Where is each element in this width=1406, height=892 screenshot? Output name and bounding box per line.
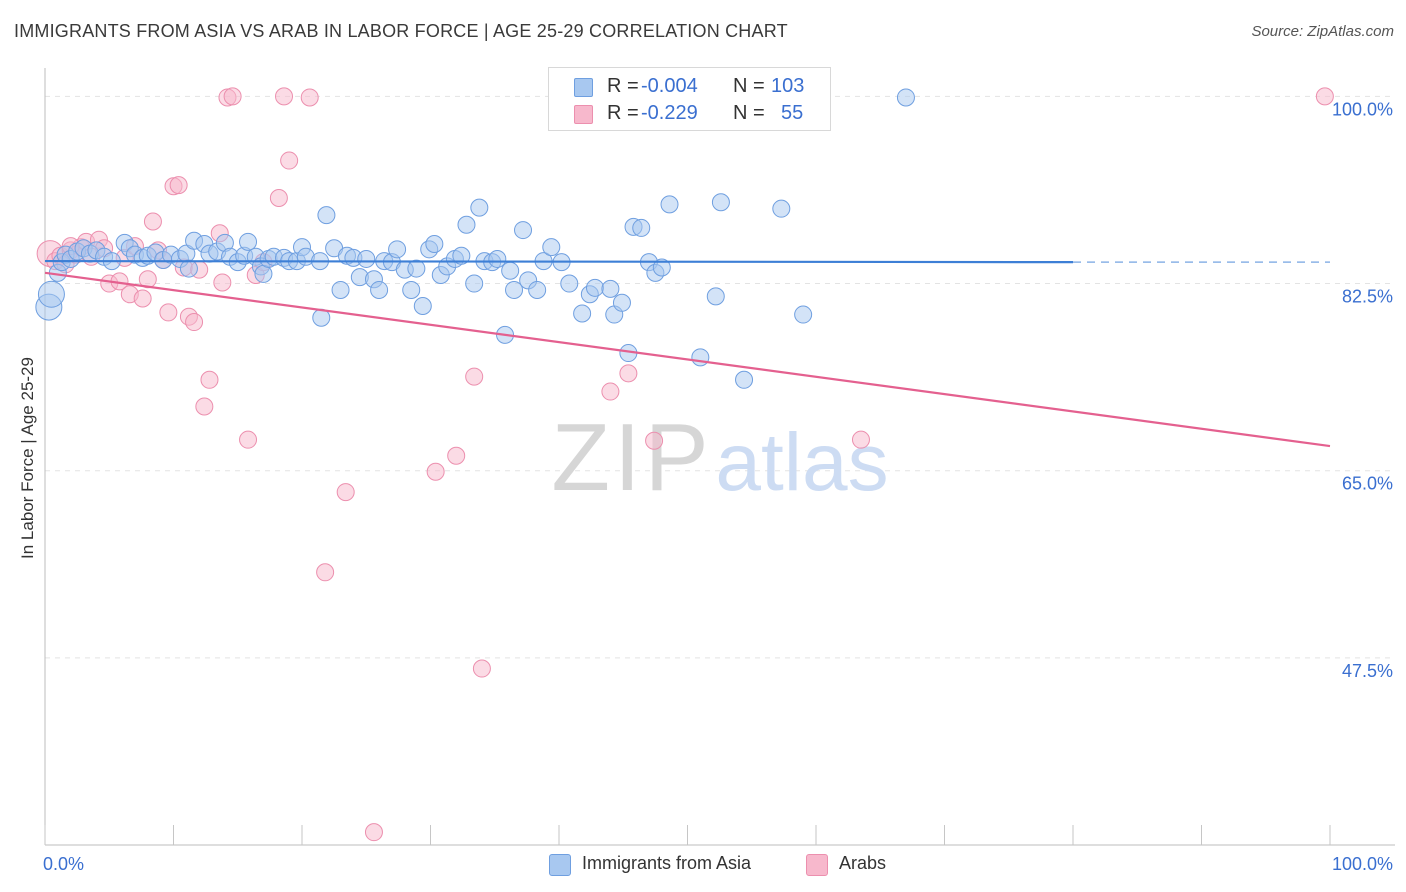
asia-point (601, 279, 620, 298)
asia-point (560, 274, 579, 293)
asia-point (425, 234, 444, 253)
arabs-point (169, 176, 188, 195)
trend-lines (44, 259, 1331, 448)
asia-point (331, 280, 350, 299)
asia-point (457, 215, 476, 234)
asia-point (470, 198, 489, 217)
asia-point (528, 280, 547, 299)
asia-point (706, 287, 725, 306)
asia-point (632, 218, 651, 237)
arabs-point (472, 659, 491, 678)
asia-point (452, 246, 471, 265)
asia-point (652, 258, 671, 277)
asia-point (501, 261, 520, 280)
arabs-point (280, 151, 299, 170)
bottom-legend-label-arabs: Arabs (839, 853, 887, 873)
asia-point (660, 195, 679, 214)
legend-r-value: -0.229 (641, 102, 698, 124)
asia-point (179, 259, 198, 278)
chart-source: Source: ZipAtlas.com (1251, 23, 1394, 40)
asia-points (35, 88, 915, 389)
legend-r-label: R = (607, 102, 639, 124)
asia-point (465, 274, 484, 293)
asia-point (542, 238, 561, 257)
legend-r-value: -0.004 (641, 75, 698, 97)
asia-point (413, 297, 432, 315)
arabs-point (143, 212, 162, 231)
asia-point (585, 278, 604, 297)
asia-point (317, 206, 336, 225)
legend-row-arabs: R = -0.229 N = 55 (549, 100, 830, 128)
asia-point (711, 193, 730, 212)
legend-row-asia: R = -0.004 N = 103 (549, 73, 830, 101)
arabs-point (159, 303, 178, 322)
asia-point (37, 280, 65, 308)
asia-point (370, 280, 389, 299)
asia-point (488, 249, 507, 268)
watermark-zip: ZIP (551, 404, 712, 511)
arabs-point (601, 382, 620, 401)
arabs-point (200, 370, 219, 389)
arabs-point (269, 188, 288, 207)
arabs-point (645, 431, 664, 450)
legend-n-label: N = (733, 75, 765, 97)
gridlines (45, 95, 1395, 659)
asia-point (772, 199, 791, 218)
arabs-point (275, 87, 294, 106)
arabs-point (185, 313, 204, 332)
arabs-point (619, 364, 638, 383)
arabs-point (1315, 87, 1334, 106)
asia-point (735, 370, 754, 389)
bottom-legend-label-asia: Immigrants from Asia (582, 853, 752, 873)
asia-trend-line (44, 259, 1074, 264)
arabs-trend-line (44, 271, 1331, 448)
arabs-point (239, 430, 258, 449)
arabs-point (316, 563, 335, 582)
y-tick-label: 65.0% (1342, 474, 1393, 494)
y-tick-label: 47.5% (1342, 661, 1393, 681)
arabs-point (447, 446, 466, 465)
asia-point (612, 293, 631, 312)
asia-point (573, 304, 592, 323)
arabs-point (336, 483, 355, 502)
asia-point (254, 264, 273, 283)
asia-point (402, 280, 421, 299)
asia-point (407, 259, 426, 278)
arabs-point (223, 87, 242, 106)
y-tick-label: 100.0% (1332, 99, 1393, 119)
x-tick-label: 0.0% (43, 854, 84, 874)
bottom-legend-swatch-asia (549, 854, 571, 876)
asia-point (514, 221, 533, 240)
asia-point (691, 348, 710, 367)
legend-n-label: N = (733, 102, 765, 124)
bottom-legend-swatch-arabs (806, 854, 828, 876)
axes (44, 68, 1395, 846)
asia-point (357, 249, 376, 268)
arabs-point (213, 273, 232, 292)
asia-point (794, 305, 813, 324)
arabs-point (195, 397, 214, 416)
legend-n-value: 55 (781, 102, 804, 124)
asia-point (896, 88, 915, 107)
chart-title: IMMIGRANTS FROM ASIA VS ARAB IN LABOR FO… (14, 21, 788, 41)
asia-point (239, 232, 258, 251)
arabs-point (133, 289, 152, 308)
arabs-point (851, 430, 870, 449)
arabs-point (364, 823, 383, 842)
stats-legend: R = -0.004 N = 103 R = -0.229 N = 55 (548, 67, 831, 131)
watermark-atlas: atlas (715, 417, 888, 508)
legend-r-label: R = (607, 75, 639, 97)
y-tick-label: 82.5% (1342, 287, 1393, 307)
legend-n-value: 103 (771, 75, 805, 97)
arabs-point (426, 462, 445, 481)
legend-swatch-arabs (574, 105, 593, 124)
asia-point (505, 280, 524, 299)
arabs-point (465, 367, 484, 386)
arabs-point (300, 88, 319, 107)
x-tick-label: 100.0% (1332, 854, 1393, 874)
legend-swatch-asia (574, 78, 593, 97)
tick-labels: 100.0% 82.5% 65.0% 47.5% 0.0% 100.0% (43, 99, 1393, 874)
asia-point (388, 240, 407, 259)
